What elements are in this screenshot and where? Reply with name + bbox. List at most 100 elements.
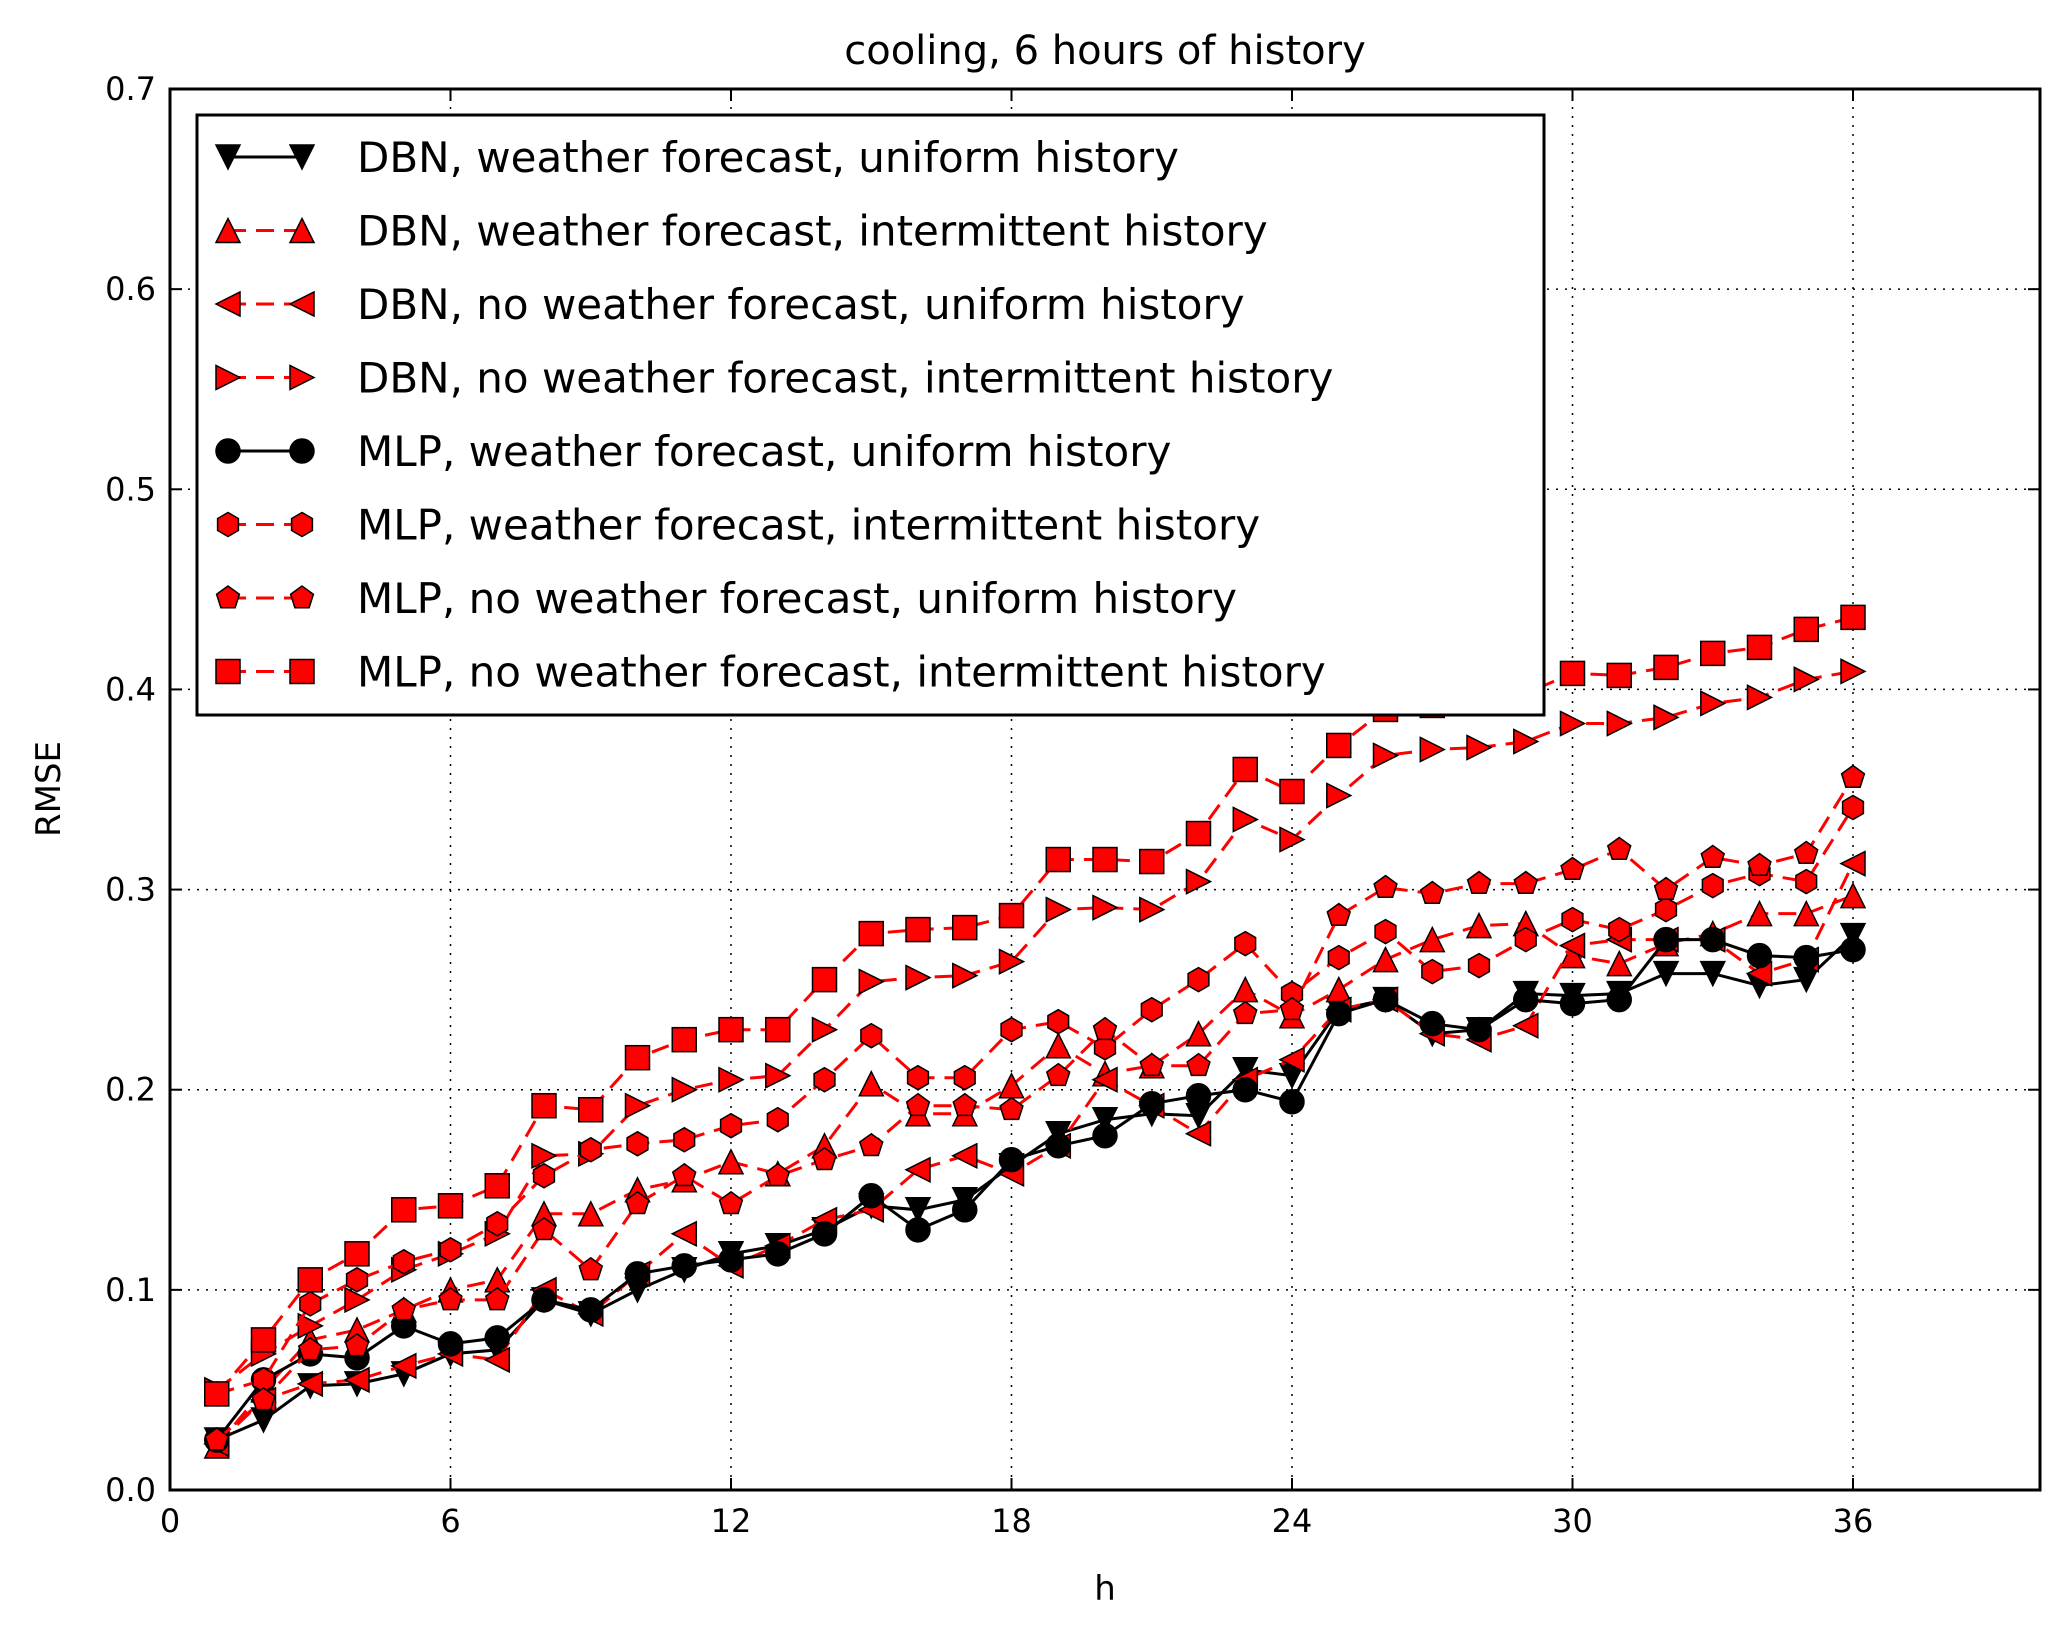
data-point [1513, 986, 1539, 1013]
legend-marker [289, 658, 315, 685]
legend-box [195, 113, 1546, 717]
data-point [1653, 654, 1679, 681]
data-point [1653, 704, 1680, 731]
data-point [531, 1142, 558, 1170]
data-point [1279, 996, 1305, 1021]
data-point [297, 1267, 323, 1293]
data-point [1187, 966, 1210, 993]
data-point [1561, 906, 1584, 933]
data-point [812, 1146, 837, 1171]
data-point [484, 1173, 510, 1199]
x-tick-label: 24 [1272, 1502, 1313, 1540]
data-point [718, 1066, 745, 1093]
legend-label: DBN, no weather forecast, uniform histor… [357, 280, 1245, 329]
legend-marker [289, 364, 316, 391]
data-point [717, 1148, 745, 1175]
data-point [1839, 922, 1867, 950]
legend-label: DBN, weather forecast, intermittent hist… [357, 207, 1268, 256]
data-point [1654, 896, 1678, 923]
data-point [1326, 782, 1353, 809]
data-point [1185, 868, 1213, 895]
data-point [811, 1016, 839, 1043]
data-point [1186, 1052, 1211, 1077]
data-point [1419, 925, 1446, 953]
x-tick-label: 6 [440, 1502, 460, 1540]
data-point [484, 1325, 510, 1351]
data-point [1699, 960, 1727, 988]
y-tick-label: 0.0 [105, 1471, 156, 1509]
data-point [1279, 826, 1306, 853]
data-point [1606, 986, 1632, 1013]
data-point [999, 1096, 1024, 1121]
data-point [625, 1190, 650, 1215]
data-point [766, 1106, 789, 1133]
legend-marker [289, 585, 315, 609]
data-point [1092, 846, 1118, 873]
data-point [579, 1136, 602, 1163]
data-point [1700, 844, 1726, 869]
data-point [1047, 1008, 1070, 1035]
plot-area-frame [168, 87, 2042, 1492]
data-point [1841, 794, 1865, 821]
data-point [1092, 894, 1119, 921]
data-point [905, 916, 931, 943]
data-point [251, 1386, 276, 1411]
data-point [1232, 1056, 1259, 1084]
data-point [204, 1381, 230, 1407]
series-6 [205, 794, 1865, 1407]
data-point [1326, 902, 1352, 927]
data-point [1839, 850, 1866, 877]
data-point [1465, 911, 1493, 939]
data-point [673, 1126, 696, 1153]
data-point [296, 1370, 324, 1398]
data-point [1419, 736, 1446, 763]
legend-label: MLP, no weather forecast, uniform histor… [357, 574, 1237, 623]
legend-entry: DBN, weather forecast, intermittent hist… [214, 207, 1268, 256]
data-point [1606, 949, 1633, 977]
data-point [1421, 958, 1444, 985]
data-point [1373, 874, 1398, 899]
data-point [719, 1112, 743, 1139]
legend-marker [288, 216, 316, 244]
data-point [1700, 640, 1726, 667]
legend-entry: DBN, no weather forecast, intermittent h… [215, 354, 1333, 403]
data-point [1512, 1012, 1539, 1039]
data-point [952, 914, 978, 941]
data-point [858, 920, 884, 947]
y-axis-label: RMSE [29, 741, 69, 837]
data-point [1559, 660, 1586, 687]
y-tick-label: 0.2 [105, 1071, 156, 1109]
data-point [765, 1016, 791, 1043]
data-point [858, 1132, 884, 1157]
data-point [1184, 1120, 1212, 1147]
legend-marker [288, 144, 316, 171]
y-tick-label: 0.3 [105, 871, 156, 909]
data-point [1560, 856, 1585, 881]
legend-marker [215, 658, 241, 685]
x-tick-label: 0 [160, 1502, 180, 1540]
data-point [1466, 1016, 1492, 1043]
data-point [1701, 872, 1724, 899]
data-point [670, 1220, 698, 1248]
data-point [391, 1296, 417, 1321]
legend-marker [215, 585, 241, 609]
data-point [531, 1216, 557, 1241]
data-point [299, 1291, 322, 1317]
data-point [1185, 820, 1212, 847]
data-point [858, 968, 885, 995]
data-point [1700, 690, 1727, 717]
data-point [1232, 1076, 1258, 1103]
legend-marker [216, 511, 240, 538]
data-point [624, 1044, 651, 1071]
data-point [1467, 952, 1491, 979]
data-point [204, 1427, 230, 1451]
chart-title: cooling, 6 hours of history [844, 28, 1366, 74]
data-point [1139, 848, 1165, 875]
data-point [904, 1197, 932, 1224]
data-point [1279, 778, 1305, 805]
y-tick-label: 0.5 [105, 470, 156, 508]
data-point [532, 1162, 556, 1189]
data-point [626, 1130, 649, 1157]
data-point [1419, 1010, 1445, 1037]
data-point [1839, 881, 1867, 909]
